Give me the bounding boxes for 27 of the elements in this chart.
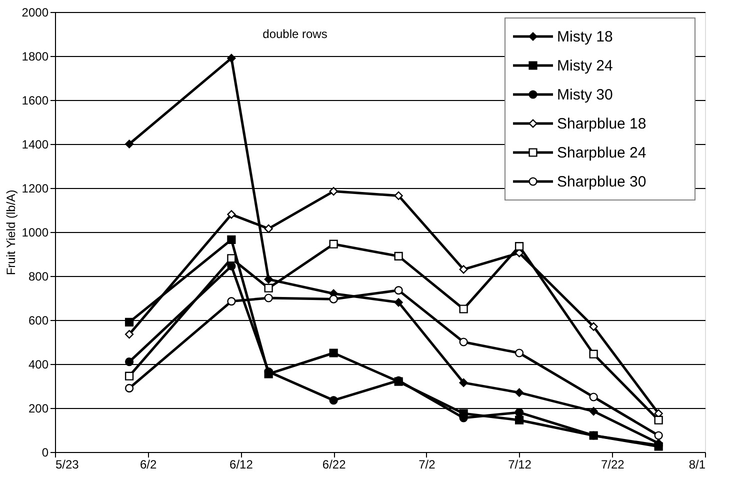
y-axis-title: Fruit Yield (lb/A) <box>4 190 18 276</box>
x-tick-label: 7/2 <box>418 458 436 472</box>
x-tick-label: 6/12 <box>230 458 254 472</box>
y-tick-label: 1400 <box>22 138 49 152</box>
x-tick-label: 8/1 <box>688 458 706 472</box>
y-tick-label: 800 <box>28 270 49 284</box>
y-tick-label: 400 <box>28 358 49 372</box>
y-tick-label: 600 <box>28 314 49 328</box>
y-tick-label: 2000 <box>22 6 49 20</box>
annotation: double rows <box>262 27 328 41</box>
x-tick-label: 7/22 <box>600 458 625 472</box>
y-tick-label: 1800 <box>22 50 49 64</box>
y-tick-label: 200 <box>28 402 49 416</box>
legend-label: Sharpblue 30 <box>557 174 646 190</box>
y-tick-label: 0 <box>42 446 49 460</box>
y-tick-label: 1200 <box>22 182 49 196</box>
legend-label: Misty 18 <box>557 28 613 46</box>
x-tick-label: 5/23 <box>56 458 80 472</box>
legend-label: Misty 24 <box>557 58 613 74</box>
legend-label: Sharpblue 24 <box>557 144 646 162</box>
legend-label: Sharpblue 18 <box>557 116 646 132</box>
y-tick-label: 1600 <box>22 94 49 108</box>
x-tick-label: 6/2 <box>140 458 158 472</box>
x-tick-label: 6/22 <box>322 458 346 472</box>
y-tick-label: 1000 <box>22 226 49 240</box>
legend-label: Misty 30 <box>557 86 613 104</box>
x-tick-label: 7/12 <box>508 458 532 472</box>
